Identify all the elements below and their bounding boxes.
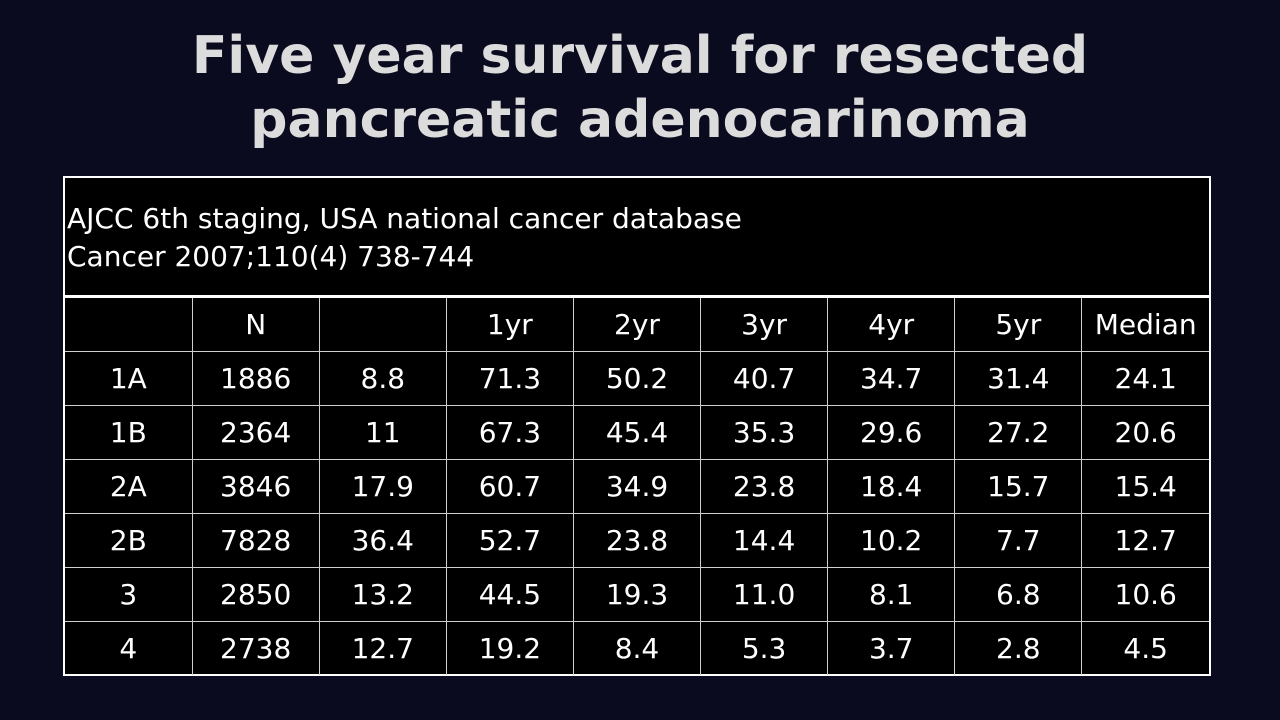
table-cell: 67.3 <box>445 405 574 460</box>
table-cell: 11 <box>318 405 447 460</box>
table-cell: 7.7 <box>954 513 1083 568</box>
table-cell: 60.7 <box>445 459 574 514</box>
table-cell: 35.3 <box>700 405 829 460</box>
table-cell: 15.4 <box>1081 459 1209 514</box>
table-cell: 24.1 <box>1081 351 1209 406</box>
table-cell: 1886 <box>191 351 320 406</box>
table-cell: 71.3 <box>445 351 574 406</box>
table-row: 1B 2364 11 67.3 45.4 35.3 29.6 27.2 20.6 <box>65 405 1209 460</box>
table-cell: 12.7 <box>1081 513 1209 568</box>
table-cell: 4.5 <box>1081 621 1209 675</box>
table-row: 3 2850 13.2 44.5 19.3 11.0 8.1 6.8 10.6 <box>65 567 1209 622</box>
header-cell: 3yr <box>700 298 829 352</box>
table-cell: 45.4 <box>572 405 702 460</box>
table-cell: 8.8 <box>318 351 447 406</box>
table-cell: 3 <box>65 567 193 622</box>
table-cell: 3.7 <box>827 621 956 675</box>
survival-table-container: AJCC 6th staging, USA national cancer da… <box>63 176 1211 676</box>
table-cell: 8.4 <box>572 621 702 675</box>
table-cell: 3846 <box>191 459 320 514</box>
table-source-note: AJCC 6th staging, USA national cancer da… <box>65 178 1209 298</box>
table-cell: 29.6 <box>827 405 956 460</box>
table-cell: 50.2 <box>572 351 702 406</box>
slide-title-line-1: Five year survival for resected <box>191 26 1089 86</box>
table-cell: 40.7 <box>700 351 829 406</box>
table-cell: 2738 <box>191 621 320 675</box>
table-cell: 2B <box>65 513 193 568</box>
table-cell: 10.2 <box>827 513 956 568</box>
table-cell: 10.6 <box>1081 567 1209 622</box>
table-row: 2A 3846 17.9 60.7 34.9 23.8 18.4 15.7 15… <box>65 459 1209 514</box>
header-cell <box>318 298 447 352</box>
table-cell: 44.5 <box>445 567 574 622</box>
header-cell: 1yr <box>445 298 574 352</box>
table-cell: 2364 <box>191 405 320 460</box>
table-cell: 5.3 <box>700 621 829 675</box>
table-cell: 1A <box>65 351 193 406</box>
survival-table: N 1yr 2yr 3yr 4yr 5yr Median 1A 1886 8.8… <box>65 298 1209 675</box>
table-cell: 19.2 <box>445 621 574 675</box>
slide-title: Five year survival for resected pancreat… <box>0 24 1280 152</box>
table-cell: 15.7 <box>954 459 1083 514</box>
table-row: 2B 7828 36.4 52.7 23.8 14.4 10.2 7.7 12.… <box>65 513 1209 568</box>
table-cell: 14.4 <box>700 513 829 568</box>
header-cell <box>65 298 193 352</box>
table-cell: 34.9 <box>572 459 702 514</box>
table-cell: 36.4 <box>318 513 447 568</box>
table-cell: 2850 <box>191 567 320 622</box>
table-cell: 23.8 <box>572 513 702 568</box>
table-cell: 4 <box>65 621 193 675</box>
table-cell: 17.9 <box>318 459 447 514</box>
table-cell: 13.2 <box>318 567 447 622</box>
table-cell: 12.7 <box>318 621 447 675</box>
table-cell: 11.0 <box>700 567 829 622</box>
table-cell: 18.4 <box>827 459 956 514</box>
header-cell: 4yr <box>827 298 956 352</box>
table-cell: 19.3 <box>572 567 702 622</box>
table-cell: 8.1 <box>827 567 956 622</box>
table-cell: 2A <box>65 459 193 514</box>
table-cell: 34.7 <box>827 351 956 406</box>
table-cell: 27.2 <box>954 405 1083 460</box>
source-line-citation: Cancer 2007;110(4) 738-744 <box>67 240 475 273</box>
table-cell: 7828 <box>191 513 320 568</box>
table-cell: 1B <box>65 405 193 460</box>
table-cell: 6.8 <box>954 567 1083 622</box>
table-header-row: N 1yr 2yr 3yr 4yr 5yr Median <box>65 298 1209 352</box>
header-cell: Median <box>1081 298 1209 352</box>
header-cell: N <box>191 298 320 352</box>
header-cell: 2yr <box>572 298 702 352</box>
table-cell: 31.4 <box>954 351 1083 406</box>
table-cell: 52.7 <box>445 513 574 568</box>
table-cell: 20.6 <box>1081 405 1209 460</box>
slide-title-line-2: pancreatic adenocarinoma <box>250 90 1030 150</box>
table-cell: 23.8 <box>700 459 829 514</box>
source-line-staging: AJCC 6th staging, USA national cancer da… <box>67 202 742 235</box>
header-cell: 5yr <box>954 298 1083 352</box>
table-row: 4 2738 12.7 19.2 8.4 5.3 3.7 2.8 4.5 <box>65 621 1209 675</box>
table-cell: 2.8 <box>954 621 1083 675</box>
table-row: 1A 1886 8.8 71.3 50.2 40.7 34.7 31.4 24.… <box>65 351 1209 406</box>
